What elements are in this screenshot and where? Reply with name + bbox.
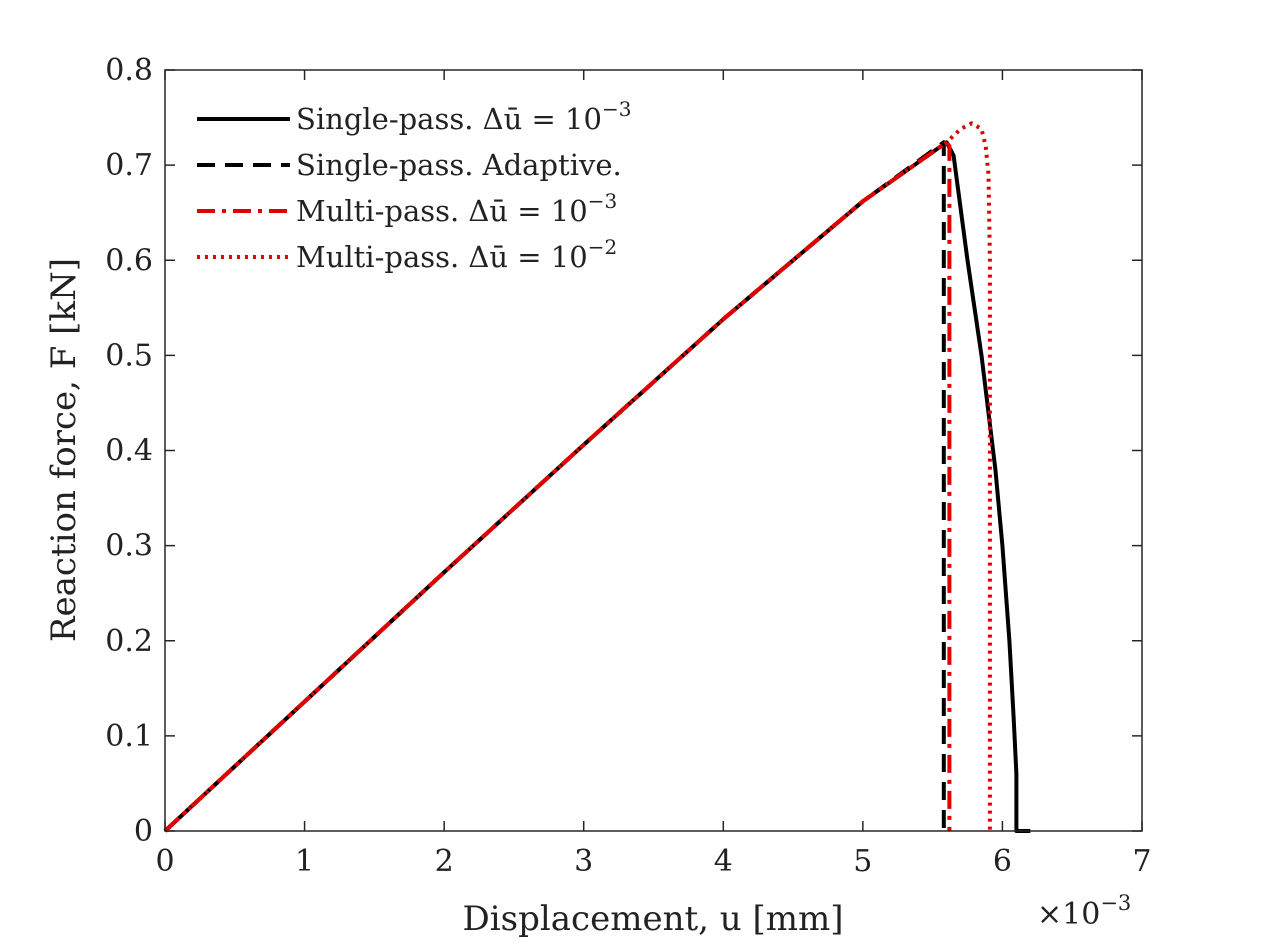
y-tick-label-3: 0.3 (105, 529, 153, 564)
y-tick-label-1: 0.1 (105, 719, 153, 754)
x-tick-label-7: 7 (1132, 844, 1151, 879)
x-tick-label-2: 2 (435, 844, 454, 879)
y-tick-label-6: 0.6 (105, 243, 153, 278)
legend: Single-pass. Δū = 10−3 Single-pass. Adapt… (197, 97, 631, 274)
x-multiplier-base: ×10 (1037, 897, 1100, 932)
y-tick-label-8: 0.8 (105, 53, 153, 88)
legend-label-1: Single-pass. Δū = 10−3 (296, 97, 631, 136)
x-tick-label-6: 6 (993, 844, 1012, 879)
x-tick-label-0: 0 (155, 844, 174, 879)
x-tick-label-1: 1 (295, 844, 314, 879)
y-axis-label: Reaction force, F [kN] (44, 258, 84, 642)
x-axis-label: Displacement, u [mm] (463, 899, 844, 939)
y-tick-label-7: 0.7 (105, 148, 153, 183)
y-tick-label-5: 0.5 (105, 338, 153, 373)
x-tick-label-4: 4 (714, 844, 733, 879)
x-tick-label-3: 3 (574, 844, 593, 879)
y-tick-label-0: 0 (134, 814, 153, 849)
y-tick-label-4: 0.4 (105, 434, 153, 469)
series-line-3 (163, 140, 952, 833)
x-multiplier: ×10−3 (1037, 891, 1131, 932)
x-tick-label-5: 5 (853, 844, 872, 879)
legend-label-2: Single-pass. Adaptive. (296, 148, 622, 182)
x-multiplier-exponent: −3 (1100, 891, 1131, 915)
legend-label-3: Multi-pass. Δū = 10−3 (296, 189, 617, 228)
ticks-layer: 0 1 2 3 4 5 6 7 0 0.1 0.2 0.3 0.4 0.5 0.6 0.7 0.8 (105, 53, 1151, 879)
y-tick-label-2: 0.2 (105, 624, 153, 659)
plot-area (165, 70, 1142, 831)
legend-label-4: Multi-pass. Δū = 10−2 (296, 235, 617, 274)
lines-layer (163, 121, 1031, 833)
